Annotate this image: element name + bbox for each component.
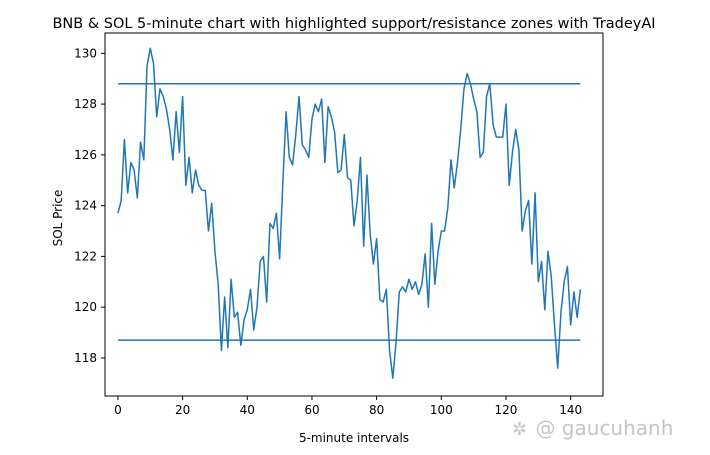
y-tick-label: 124 [74,199,97,213]
x-tick-label: 0 [114,403,122,417]
y-axis-label: SOL Price [51,190,65,247]
y-tick-label: 128 [74,97,97,111]
x-tick-label: 100 [430,403,453,417]
y-tick-label: 122 [74,249,97,263]
x-axis: 0 20 40 60 80 100 120 140 [114,396,582,417]
watermark-logo-icon: ✲ [512,419,528,440]
chart-title: BNB & SOL 5-minute chart with highlighte… [52,16,655,32]
x-tick-label: 60 [304,403,319,417]
y-tick-label: 120 [74,300,97,314]
plot-marks [117,47,582,379]
x-tick-label: 120 [495,403,518,417]
watermark-text: @ gaucuhanh [535,416,674,440]
y-tick-label: 126 [74,148,97,162]
price-line-series-0 [117,47,582,379]
plot-area [104,32,604,397]
y-axis: 118 120 122 124 126 128 130 [74,46,105,365]
watermark: ✲ @ gaucuhanh [512,416,673,440]
x-tick-label: 140 [559,403,582,417]
y-tick-label: 130 [74,46,97,60]
y-tick-label: 118 [74,351,97,365]
x-axis-label: 5-minute intervals [299,431,409,445]
x-tick-label: 80 [369,403,384,417]
x-tick-label: 40 [240,403,255,417]
x-tick-label: 20 [175,403,190,417]
